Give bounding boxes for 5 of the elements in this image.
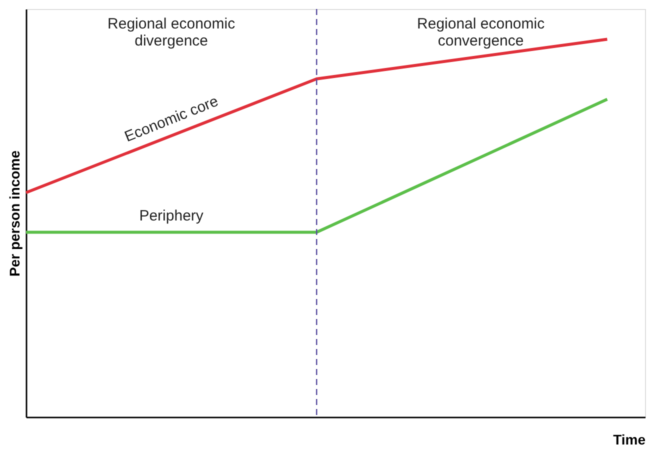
- x-axis-title: Time: [613, 432, 646, 448]
- annotation: Regional economic convergence: [417, 16, 546, 50]
- series-label: Periphery: [139, 207, 204, 224]
- y-axis-title: Per person income: [6, 150, 22, 277]
- annotation: Regional economic divergence: [108, 16, 236, 50]
